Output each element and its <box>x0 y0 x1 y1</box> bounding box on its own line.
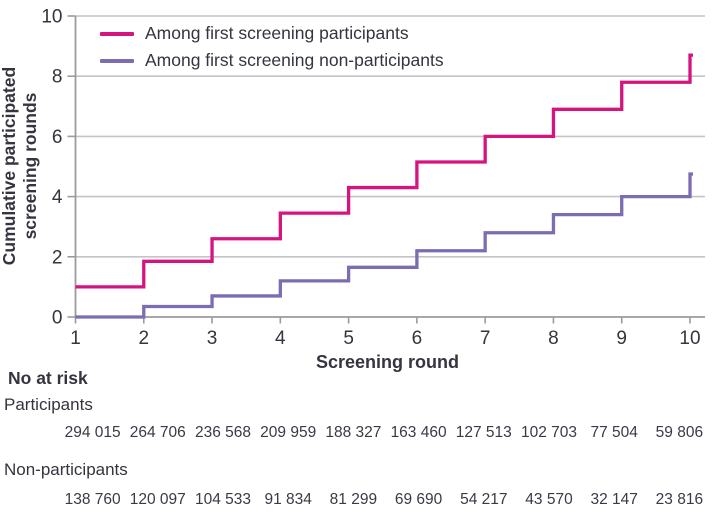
x-tick-label: 7 <box>480 328 491 349</box>
y-tick-label: 2 <box>52 247 63 268</box>
at-risk-value: 54 217 <box>460 491 508 508</box>
at-risk-value: 264 706 <box>129 424 186 441</box>
legend-item-non-participants: Among first screening non-participants <box>100 47 444 74</box>
x-tick-label: 8 <box>548 328 559 349</box>
at-risk-values-non-participants: 138 760 120 097 104 533 91 834 81 299 69 690 5… <box>60 491 712 509</box>
legend-label-non-participants: Among first screening non-participants <box>145 50 444 70</box>
y-axis-title: Cumulative participated screening rounds <box>0 44 43 288</box>
at-risk-value: 43 570 <box>525 491 573 508</box>
y-axis-title-line2: screening rounds <box>20 92 40 240</box>
at-risk-value: 294 015 <box>64 424 121 441</box>
x-tick-label: 2 <box>138 328 149 349</box>
at-risk-value: 236 568 <box>194 424 251 441</box>
at-risk-label-non-participants: Non-participants <box>4 460 128 479</box>
y-axis-title-line1: Cumulative participated <box>0 66 19 266</box>
x-tick-label: 1 <box>70 328 81 349</box>
at-risk-value: 59 806 <box>655 424 704 441</box>
x-tick-label: 10 <box>679 328 700 349</box>
legend-swatch-participants <box>100 31 134 36</box>
at-risk-heading: No at risk <box>8 368 88 388</box>
non-participants-line <box>75 172 693 319</box>
legend-label-participants: Among first screening participants <box>145 23 409 43</box>
at-risk-value: 120 097 <box>129 491 186 508</box>
participants-line <box>75 53 693 289</box>
at-risk-value: 163 460 <box>390 424 447 441</box>
y-tick-label: 10 <box>41 7 62 28</box>
legend-swatch-non-participants <box>100 58 134 63</box>
y-tick-label: 8 <box>52 67 63 88</box>
legend-item-participants: Among first screening participants <box>100 20 444 47</box>
at-risk-value: 23 816 <box>655 491 704 508</box>
at-risk-value: 69 690 <box>394 491 443 508</box>
y-tick-label: 0 <box>52 308 63 329</box>
at-risk-value: 188 327 <box>325 424 382 441</box>
at-risk-value: 127 513 <box>455 424 512 441</box>
at-risk-value: 91 834 <box>264 491 312 508</box>
legend: Among first screening participants Among… <box>100 20 444 74</box>
at-risk-value: 77 504 <box>590 424 638 441</box>
x-tick-label: 5 <box>343 328 354 349</box>
at-risk-value: 81 299 <box>329 491 378 508</box>
y-tick-label: 6 <box>52 127 63 148</box>
x-tick-label: 3 <box>207 328 218 349</box>
at-risk-value: 102 703 <box>520 424 577 441</box>
at-risk-value: 138 760 <box>64 491 121 508</box>
x-tick-label: 9 <box>616 328 627 349</box>
at-risk-value: 104 533 <box>194 491 251 508</box>
x-tick-label: 4 <box>275 328 286 349</box>
at-risk-values-participants: 294 015 264 706 236 568 209 959 188 327 163 4… <box>60 424 712 442</box>
at-risk-label-participants: Participants <box>4 395 93 414</box>
x-axis-title: Screening round <box>315 352 459 372</box>
at-risk-value: 209 959 <box>260 424 317 441</box>
x-tick-label: 6 <box>412 328 423 349</box>
y-tick-label: 4 <box>52 187 63 208</box>
at-risk-value: 32 147 <box>590 491 638 508</box>
